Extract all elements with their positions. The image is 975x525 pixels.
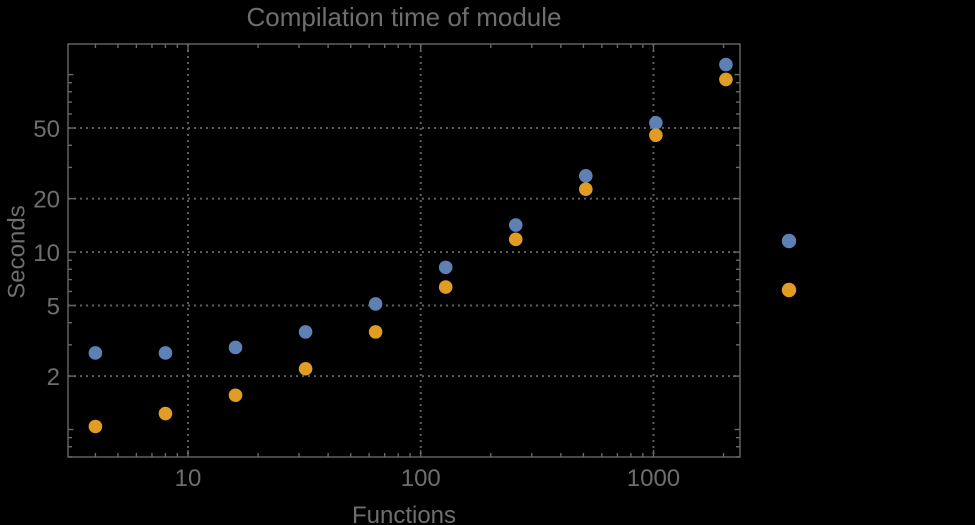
y-axis-label: Seconds — [4, 205, 31, 298]
data-point-series-1 — [158, 346, 173, 360]
y-tick-label: 20 — [33, 187, 60, 214]
data-point-series-2 — [298, 361, 313, 376]
data-point-series-1 — [719, 57, 733, 72]
data-point-series-2 — [158, 406, 173, 421]
data-point-series-2 — [649, 128, 663, 142]
data-point-series-2 — [438, 280, 453, 294]
data-point-series-1 — [368, 297, 383, 311]
data-point-series-1 — [88, 346, 103, 360]
plot-generated-layer: 10 100 1000 2 5 10 20 50 — [33, 43, 797, 492]
x-tick-label: 1000 — [627, 465, 680, 492]
legend-marker-series-2 — [781, 282, 797, 298]
data-point-series-2 — [368, 325, 383, 339]
legend-marker-series-1 — [781, 233, 797, 249]
chart-title: Compilation time of module — [246, 2, 561, 32]
y-tick-label: 5 — [47, 293, 60, 320]
data-point-series-1 — [438, 260, 453, 275]
x-axis-label: Functions — [352, 502, 456, 525]
data-point-series-2 — [88, 419, 103, 434]
data-point-series-2 — [719, 72, 733, 87]
y-tick-label: 50 — [33, 116, 60, 143]
data-point-series-1 — [649, 116, 663, 130]
data-point-series-1 — [228, 340, 243, 355]
y-tick-label: 2 — [47, 364, 60, 391]
data-point-series-2 — [579, 182, 593, 197]
data-point-series-2 — [508, 232, 523, 247]
x-tick-label: 10 — [175, 465, 202, 492]
data-point-series-1 — [298, 325, 313, 339]
data-point-series-2 — [228, 388, 243, 403]
plot-frame — [67, 43, 741, 458]
data-point-series-1 — [579, 169, 593, 183]
data-point-series-1 — [508, 218, 523, 232]
x-tick-label: 100 — [401, 465, 441, 492]
y-tick-label: 10 — [33, 240, 60, 267]
